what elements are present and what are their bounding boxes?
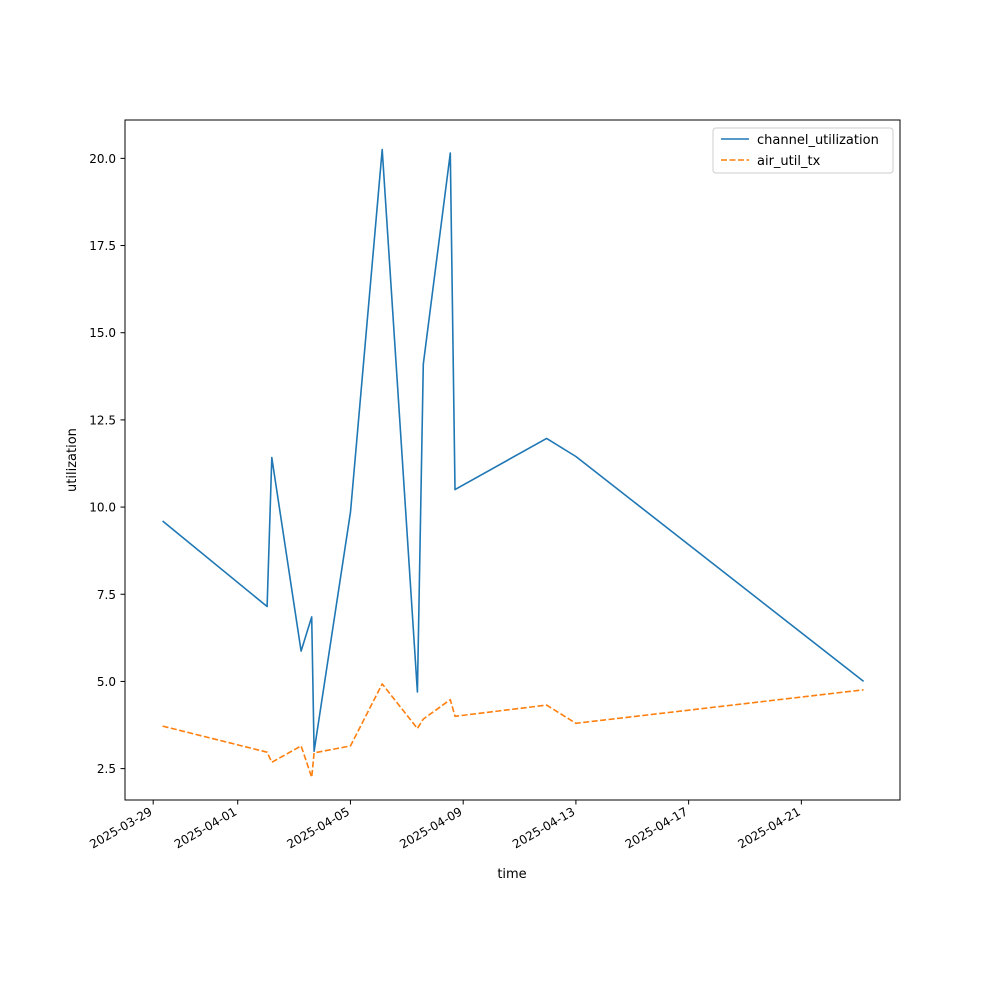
legend-label-air-util-tx: air_util_tx bbox=[757, 154, 821, 169]
y-tick-label: 20.0 bbox=[89, 152, 116, 166]
y-tick-label: 10.0 bbox=[89, 501, 116, 515]
legend: channel_utilization air_util_tx bbox=[712, 127, 894, 174]
y-tick-label: 15.0 bbox=[89, 326, 116, 340]
x-axis-label: time bbox=[497, 867, 526, 882]
axes-frame bbox=[124, 119, 901, 801]
y-tick-label: 17.5 bbox=[89, 239, 116, 253]
y-tick-label: 5.0 bbox=[97, 675, 116, 689]
y-axis-ticks: 2.5 5.0 7.5 10.0 12.5 15.0 17.5 20.0 bbox=[89, 152, 125, 776]
y-tick-label: 7.5 bbox=[97, 588, 116, 602]
series-line-air-util-tx bbox=[162, 683, 864, 779]
y-axis-label: utilization bbox=[65, 428, 80, 492]
series-layer bbox=[162, 148, 865, 779]
series-line-channel-utilization bbox=[162, 148, 865, 753]
legend-box bbox=[712, 127, 894, 174]
legend-label-channel-utilization: channel_utilization bbox=[757, 133, 879, 148]
y-tick-label: 12.5 bbox=[89, 413, 116, 427]
plot-area bbox=[124, 119, 901, 801]
y-tick-label: 2.5 bbox=[97, 762, 116, 776]
